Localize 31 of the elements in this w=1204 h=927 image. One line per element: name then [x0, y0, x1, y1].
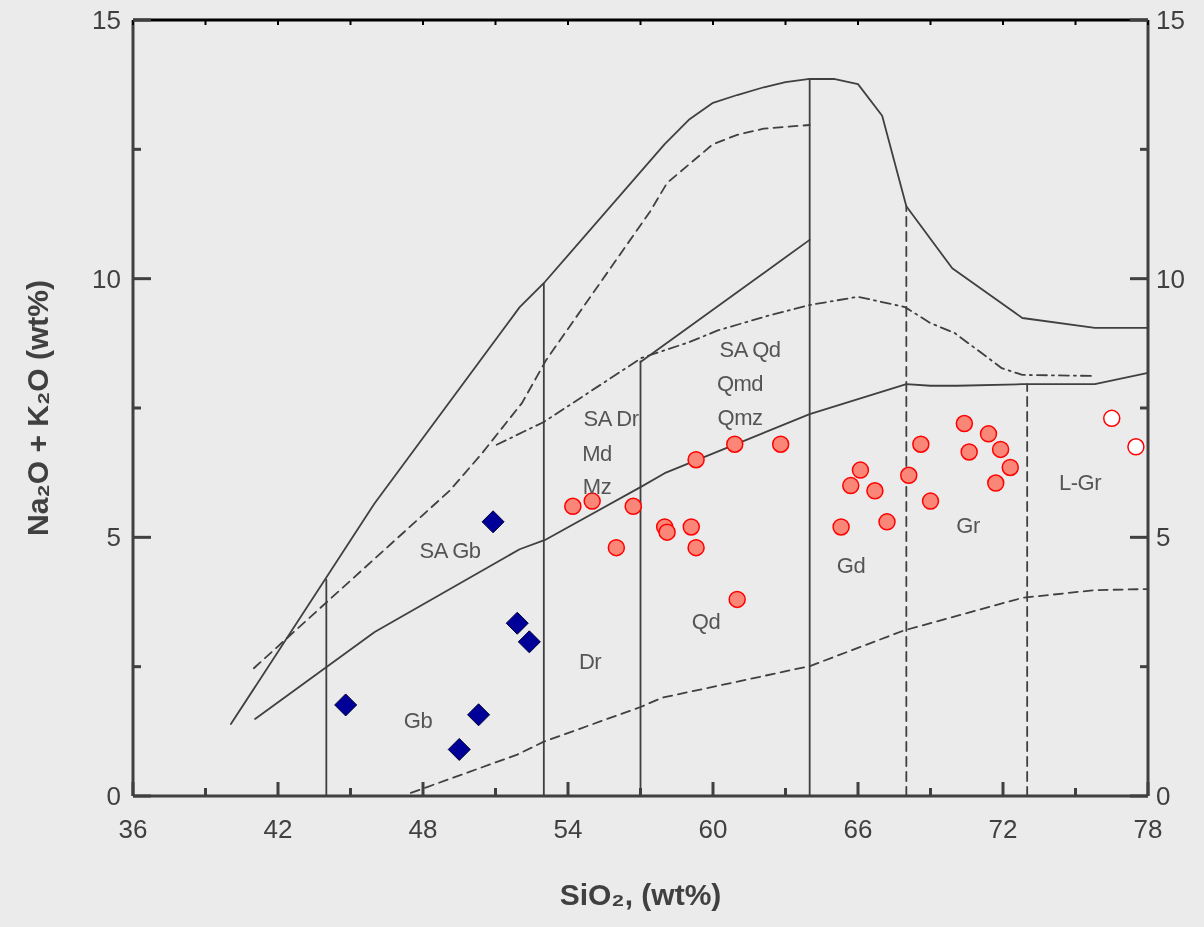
annotation: Dr	[578, 648, 602, 674]
y-tick-label: 10	[92, 263, 121, 294]
x-tick-label: 54	[553, 814, 583, 844]
x-tick-label: 72	[988, 814, 1018, 844]
annotation: SA Dr	[583, 405, 639, 431]
x-tick-label: 42	[263, 814, 293, 844]
x-axis-title: SiO₂, (wt%)	[559, 878, 722, 911]
y2-tick-label: 0	[1156, 781, 1171, 811]
y-axis-title: Na₂O + K₂O (wt%)	[21, 280, 54, 536]
x-tick-label: 60	[698, 814, 728, 844]
annotation: SA Gb	[419, 537, 481, 563]
x-tick-label: 66	[843, 814, 873, 844]
annotation: Mz	[582, 473, 612, 499]
annotation: L-Gr	[1059, 469, 1102, 495]
y2-tick-label: 5	[1156, 522, 1171, 553]
y-tick-label: 5	[106, 522, 121, 553]
y2-tick-label: 10	[1156, 263, 1185, 294]
x-tick-label: 48	[408, 814, 438, 844]
annotation: Gd	[836, 552, 866, 578]
y2-tick-label: 15	[1156, 5, 1185, 35]
annotation: Qmz	[717, 404, 763, 430]
annotation: SA Qd	[719, 336, 781, 362]
annotation: Md	[582, 440, 612, 466]
x-tick-label: 78	[1133, 814, 1163, 844]
annotation: Gr	[956, 512, 980, 538]
annotation: Gb	[403, 707, 433, 733]
annotation: Qd	[691, 608, 721, 634]
y-tick-label: 0	[106, 781, 121, 811]
x-tick-label: 36	[118, 814, 148, 844]
annotation: Qmd	[716, 370, 764, 396]
y-tick-label: 15	[92, 5, 121, 35]
